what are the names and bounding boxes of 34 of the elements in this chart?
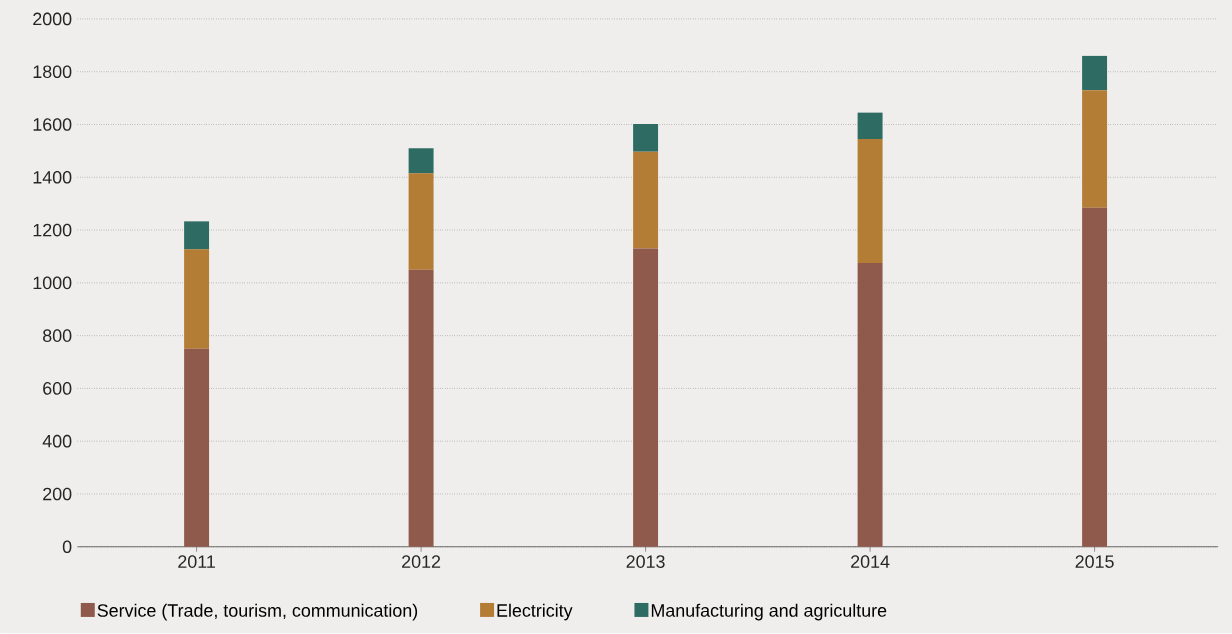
bar [1082, 90, 1108, 208]
y-tick-label: 2000 [33, 12, 72, 26]
y-tick-label: 1400 [33, 171, 72, 184]
bar [184, 249, 210, 350]
y-tick-label: 200 [43, 487, 72, 501]
y-tick-label: 1200 [33, 223, 72, 237]
bar [857, 263, 883, 547]
x-tick-label: 2012 [402, 555, 441, 569]
x-tick-label: 2013 [626, 555, 665, 569]
y-tick-label: 1800 [33, 65, 72, 79]
x-tick-label: 2014 [851, 555, 890, 569]
bar [184, 221, 210, 250]
y-tick-label: 0 [62, 540, 72, 554]
x-tick-label: 2015 [1075, 555, 1114, 569]
legend-label: Service (Trade, tourism, communication) [97, 603, 418, 621]
bar [857, 139, 883, 264]
bar [408, 269, 434, 547]
bar [633, 151, 659, 249]
legend-label: Electricity [497, 603, 573, 621]
bar [633, 248, 659, 547]
y-tick-label: 1600 [33, 118, 72, 132]
y-tick-label: 800 [43, 329, 72, 343]
x-tick-label: 2011 [178, 555, 215, 569]
bar [857, 112, 883, 140]
bar [184, 349, 210, 547]
bar [408, 173, 434, 270]
y-tick-label: 1000 [33, 276, 72, 290]
bar [408, 148, 434, 174]
y-tick-label: 600 [43, 382, 72, 395]
legend-label: Manufacturing and agriculture [651, 603, 887, 621]
y-tick-label: 400 [42, 435, 72, 448]
bar [633, 124, 659, 152]
bar [1082, 56, 1108, 91]
bar [1082, 207, 1108, 547]
